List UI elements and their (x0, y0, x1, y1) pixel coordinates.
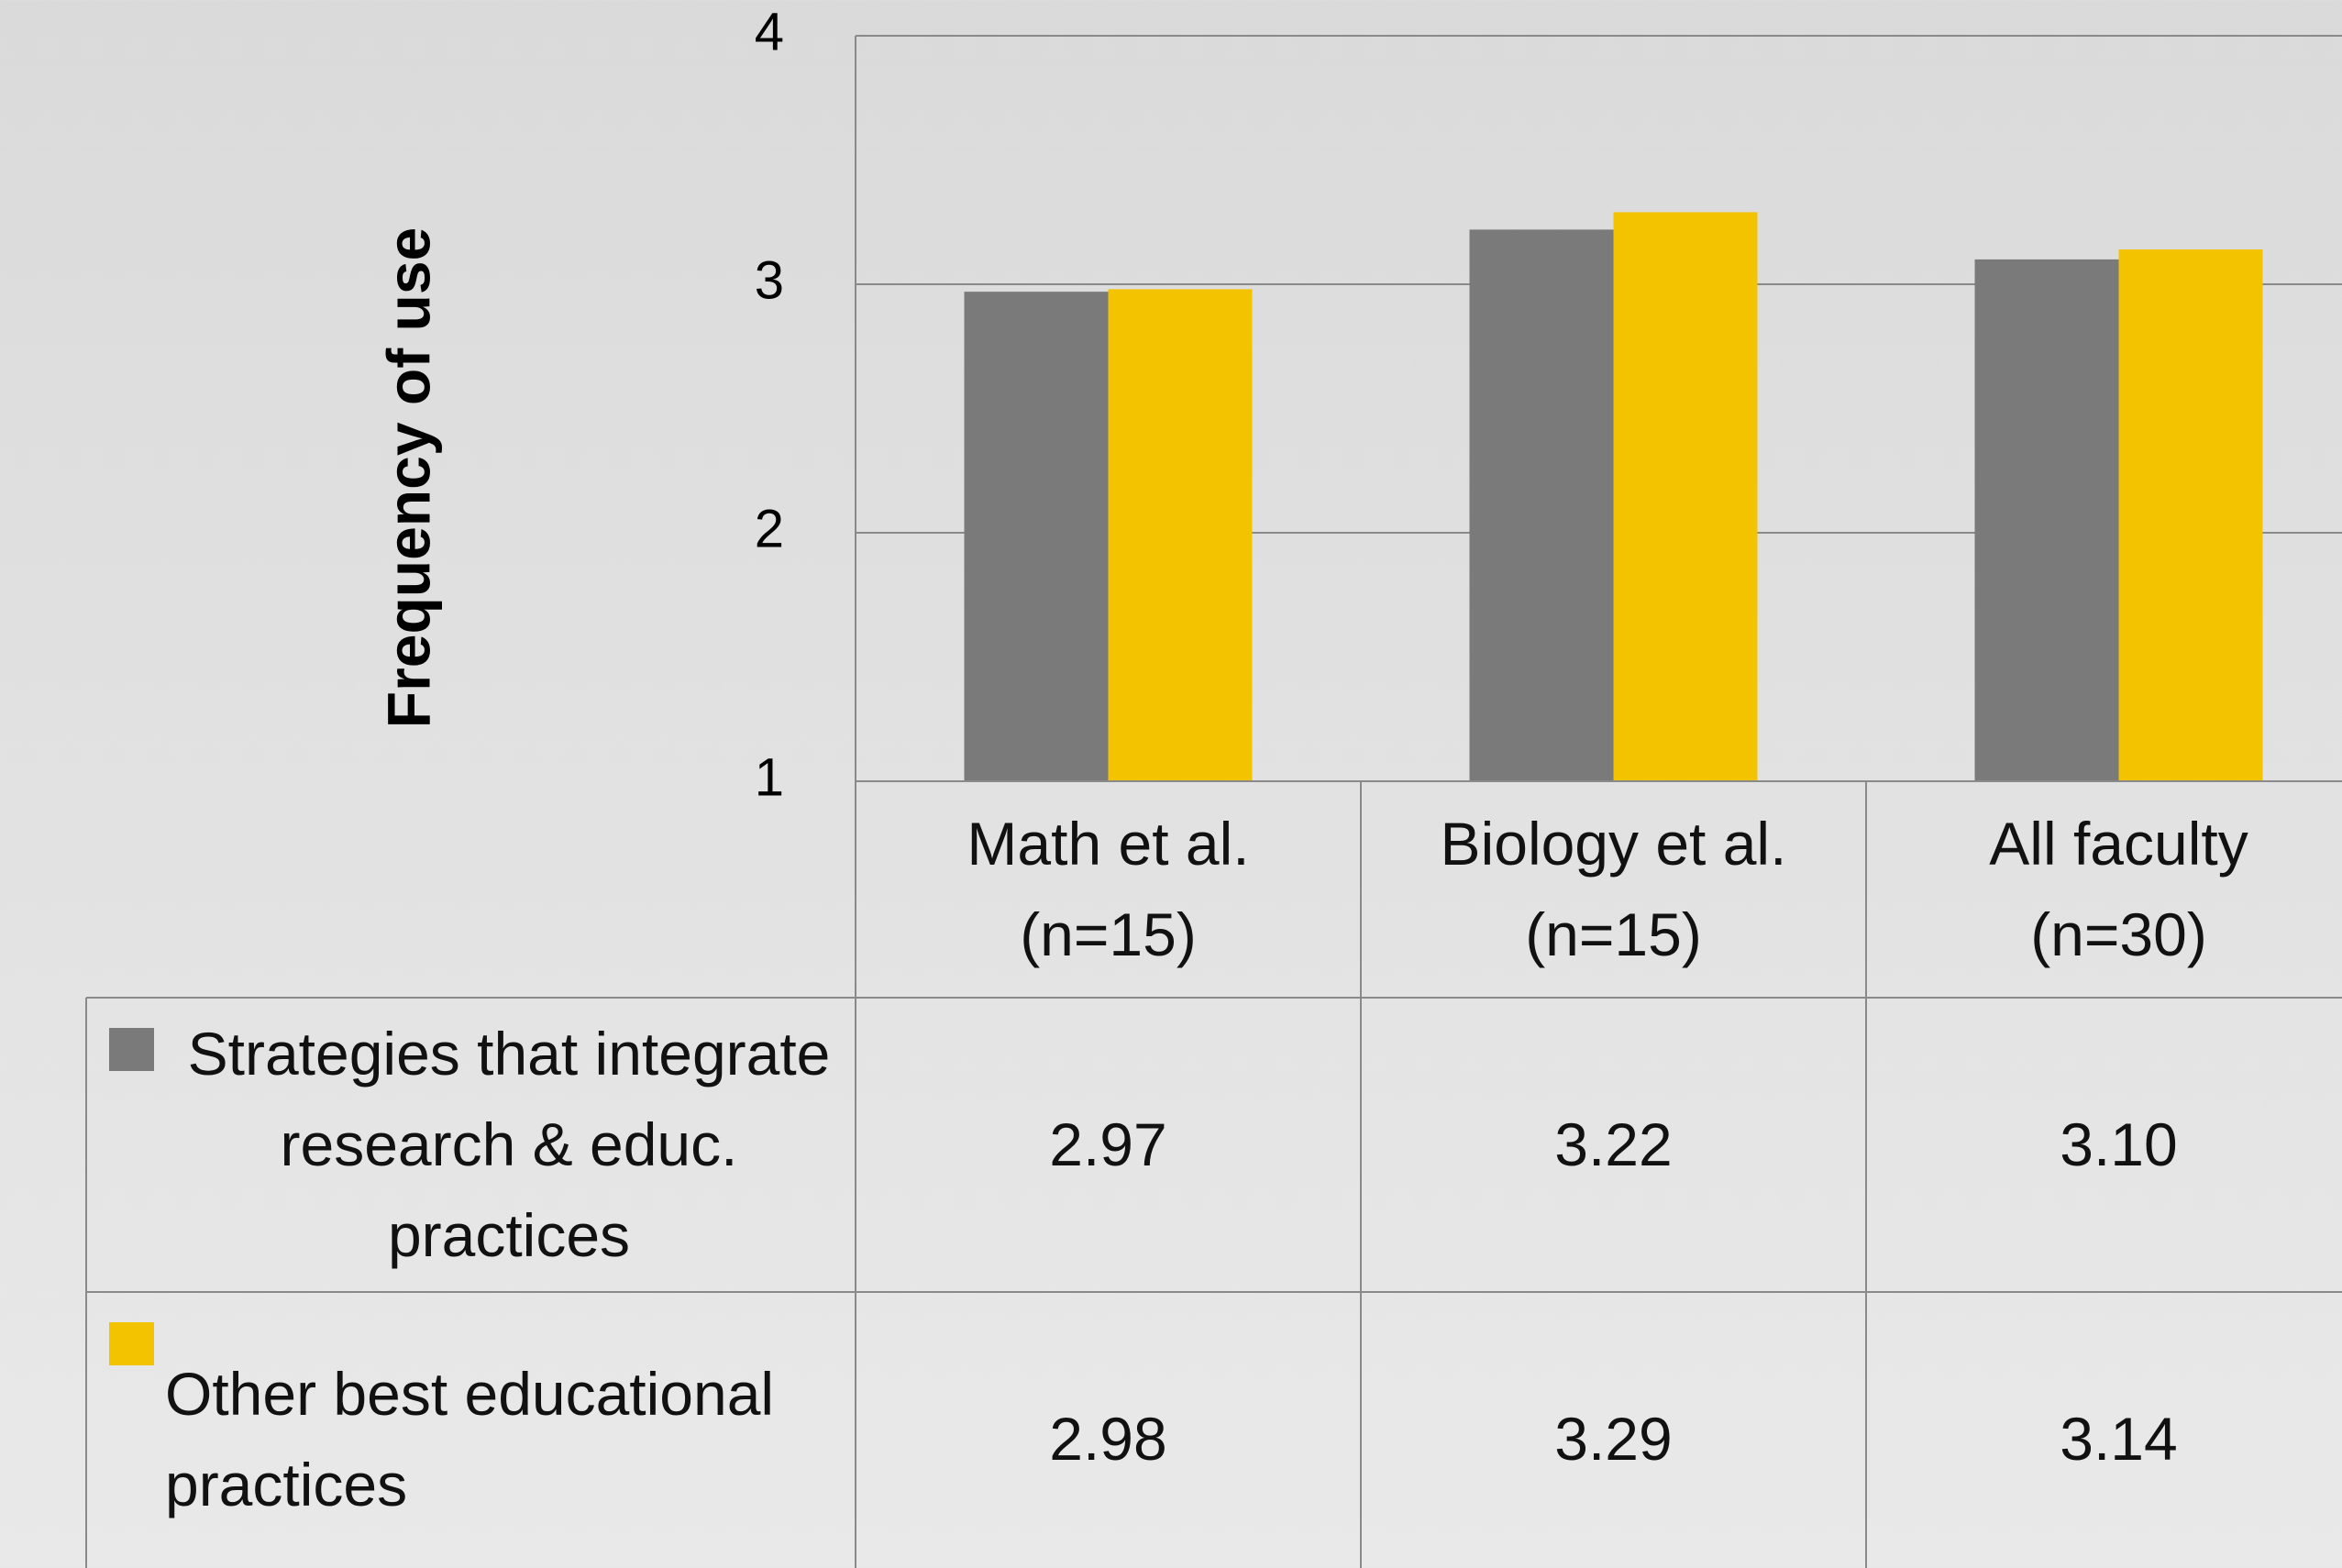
y-tick-label: 3 (755, 250, 784, 310)
bar (2118, 249, 2263, 781)
bar (1613, 212, 1758, 781)
value-cell: 3.14 (2060, 1405, 2178, 1473)
value-cell: 3.22 (1554, 1110, 1673, 1178)
category-label: Biology et al. (n=15) (1440, 810, 1787, 968)
y-axis-title: Frequency of use (374, 227, 442, 728)
value-cell: 2.97 (1049, 1110, 1167, 1178)
bar (964, 292, 1109, 781)
category-label: All faculty (n=30) (1989, 810, 2248, 968)
category-label: Math et al. (n=15) (967, 810, 1250, 968)
legend-label: Strategies that integrate research & edu… (187, 1020, 831, 1269)
bar (1108, 289, 1253, 781)
y-tick-label: 4 (755, 2, 784, 61)
bar (1469, 229, 1614, 781)
y-tick-label: 2 (755, 499, 784, 558)
value-cell: 3.29 (1554, 1405, 1673, 1473)
legend-swatch (109, 1322, 154, 1365)
value-cell: 2.98 (1049, 1405, 1167, 1473)
value-cell: 3.10 (2060, 1110, 2178, 1178)
legend-label: Other best educational practices (165, 1359, 775, 1518)
y-tick-label: 1 (755, 747, 784, 807)
legend-swatch (109, 1028, 154, 1071)
bar (1974, 259, 2119, 781)
